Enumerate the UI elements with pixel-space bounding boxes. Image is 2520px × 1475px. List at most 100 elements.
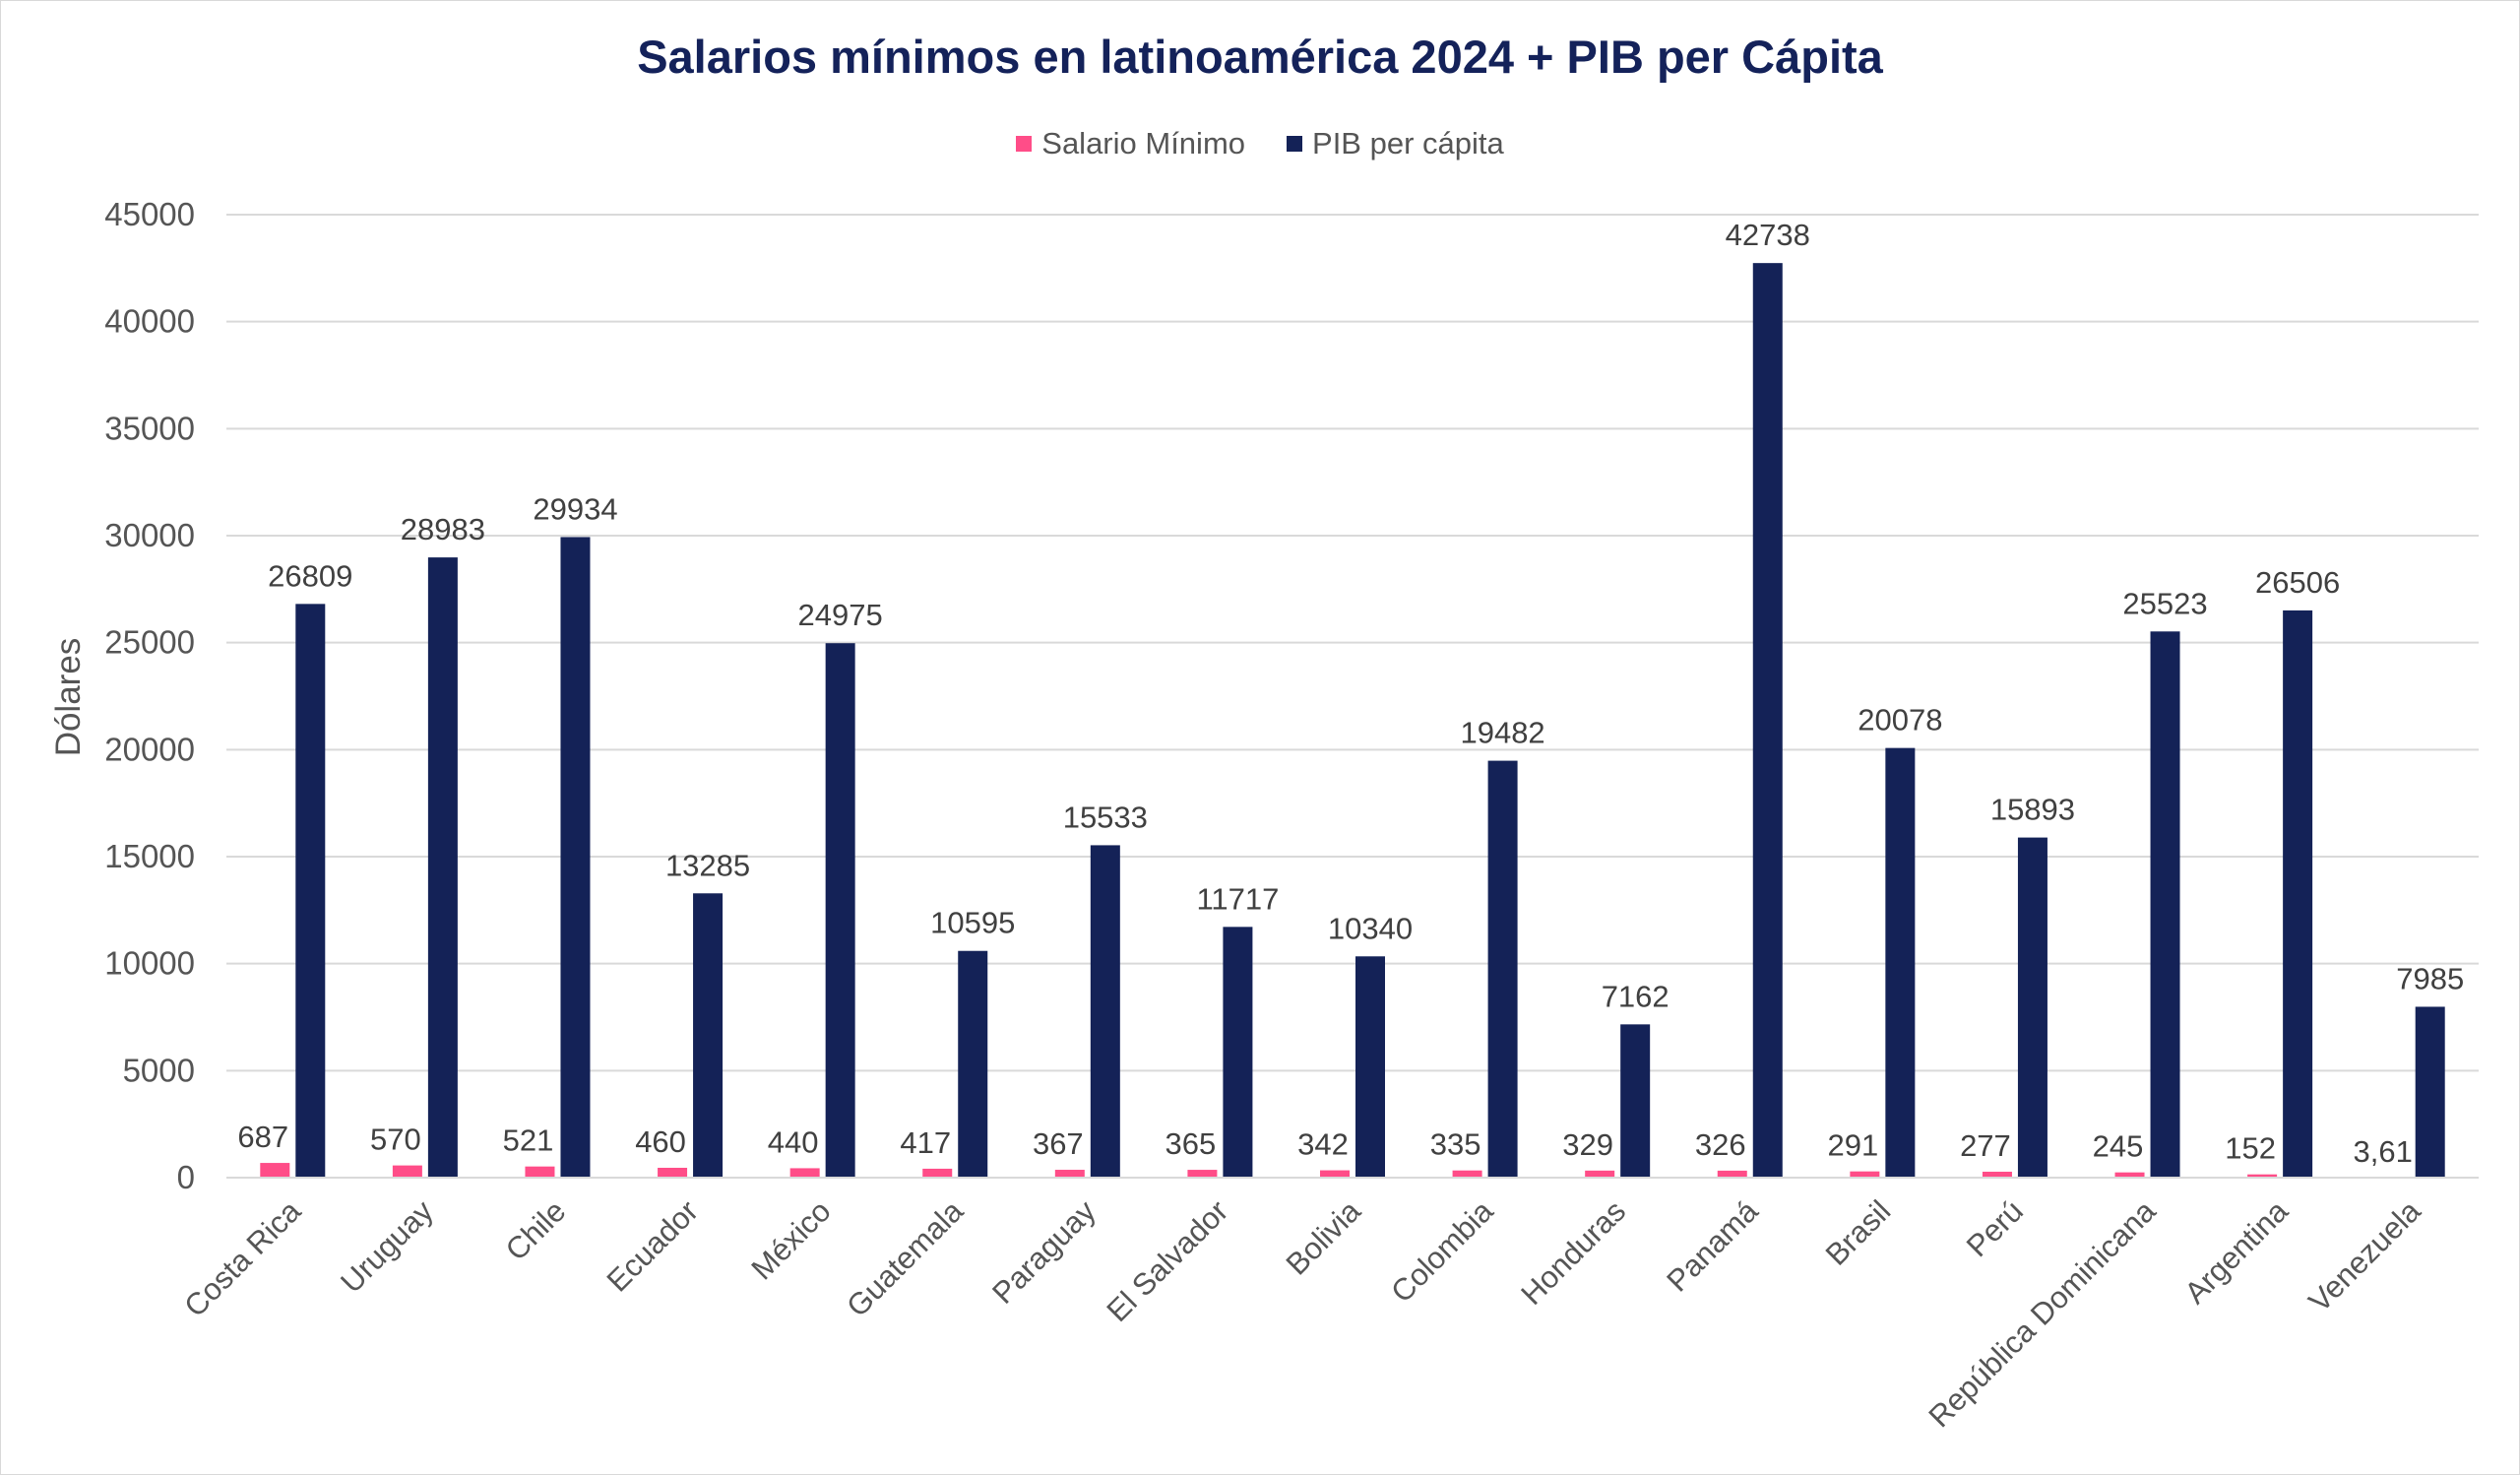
data-label-minimum-wage: 687: [237, 1120, 288, 1154]
bar-gdp-per-capita[interactable]: [1620, 1024, 1651, 1178]
legend-swatch-minimum-wage: [1016, 136, 1033, 152]
data-label-gdp-per-capita: 15893: [1990, 793, 2075, 827]
data-label-minimum-wage: 367: [1033, 1126, 1084, 1161]
legend-item-minimum-wage[interactable]: Salario Mínimo: [1016, 126, 1245, 161]
y-tick-label: 25000: [104, 624, 195, 661]
x-tick-label: El Salvador: [1101, 1193, 1235, 1328]
y-tick-label: 35000: [104, 410, 195, 446]
data-label-gdp-per-capita: 11717: [1196, 881, 1279, 916]
bar-gdp-per-capita[interactable]: [2283, 609, 2313, 1178]
bar-gdp-per-capita[interactable]: [1223, 927, 1253, 1178]
y-tick-label: 45000: [104, 196, 195, 232]
bar-minimum-wage[interactable]: [922, 1168, 953, 1178]
y-tick-label: 0: [177, 1159, 195, 1195]
x-tick-label: Bolivia: [1280, 1193, 1368, 1282]
x-tick-label: Guatemala: [840, 1193, 971, 1324]
x-tick-label: República Dominicana: [1922, 1193, 2163, 1435]
bar-minimum-wage[interactable]: [1717, 1170, 1747, 1178]
data-label-gdp-per-capita: 20078: [1858, 703, 1942, 738]
data-label-gdp-per-capita: 10595: [930, 906, 1015, 940]
data-label-minimum-wage: 291: [1827, 1128, 1878, 1163]
x-tick-label: Brasil: [1819, 1193, 1898, 1272]
bar-gdp-per-capita[interactable]: [1885, 747, 1916, 1178]
data-label-gdp-per-capita: 7985: [2396, 961, 2464, 995]
x-tick-label: Colombia: [1384, 1193, 1500, 1310]
x-tick-label: Uruguay: [334, 1193, 440, 1300]
data-label-gdp-per-capita: 7162: [1602, 979, 1670, 1013]
data-label-minimum-wage: 152: [2225, 1131, 2276, 1166]
bar-gdp-per-capita[interactable]: [2415, 1006, 2445, 1178]
data-label-minimum-wage: 326: [1695, 1127, 1746, 1162]
data-label-gdp-per-capita: 42738: [1726, 218, 1810, 252]
data-label-minimum-wage: 521: [503, 1123, 554, 1158]
bar-minimum-wage[interactable]: [2114, 1172, 2145, 1178]
data-label-minimum-wage: 417: [900, 1125, 951, 1160]
bar-gdp-per-capita[interactable]: [560, 537, 591, 1178]
data-label-minimum-wage: 460: [635, 1124, 686, 1159]
data-label-minimum-wage: 245: [2093, 1129, 2144, 1164]
data-label-gdp-per-capita: 26809: [268, 558, 352, 593]
bar-gdp-per-capita[interactable]: [1090, 845, 1120, 1178]
bar-gdp-per-capita[interactable]: [825, 643, 855, 1178]
data-label-minimum-wage: 3,61: [2354, 1134, 2413, 1169]
bar-gdp-per-capita[interactable]: [427, 557, 458, 1178]
bar-minimum-wage[interactable]: [1452, 1170, 1482, 1178]
x-tick-label: Perú: [1960, 1193, 2030, 1263]
bar-minimum-wage[interactable]: [260, 1163, 290, 1178]
y-tick-label: 40000: [104, 303, 195, 340]
data-label-minimum-wage: 277: [1960, 1128, 2011, 1163]
legend-swatch-gdp-per-capita: [1287, 136, 1303, 152]
x-tick-label: Paraguay: [985, 1193, 1102, 1311]
data-label-gdp-per-capita: 28983: [401, 512, 485, 546]
data-label-minimum-wage: 329: [1562, 1127, 1613, 1162]
bar-gdp-per-capita[interactable]: [1487, 760, 1518, 1178]
y-tick-label: 10000: [104, 945, 195, 982]
x-tick-label: Honduras: [1514, 1193, 1632, 1312]
legend-item-gdp-per-capita[interactable]: PIB per cápita: [1287, 126, 1504, 161]
data-label-gdp-per-capita: 13285: [665, 848, 750, 882]
x-tick-label: Costa Rica: [177, 1193, 307, 1323]
bar-minimum-wage[interactable]: [1850, 1171, 1880, 1178]
bar-gdp-per-capita[interactable]: [1355, 956, 1385, 1178]
x-tick-label: Panamá: [1660, 1193, 1765, 1299]
data-label-gdp-per-capita: 24975: [798, 598, 883, 632]
y-tick-label: 30000: [104, 517, 195, 553]
bar-minimum-wage[interactable]: [1982, 1171, 2012, 1178]
x-tick-label: Argentina: [2177, 1193, 2295, 1311]
chart-title: Salarios mínimos en latinoamérica 2024 +…: [637, 31, 1883, 83]
x-tick-label: Venezuela: [2302, 1193, 2428, 1319]
bar-minimum-wage[interactable]: [658, 1168, 688, 1178]
bar-gdp-per-capita[interactable]: [693, 893, 724, 1178]
y-tick-label: 5000: [123, 1052, 195, 1088]
data-label-gdp-per-capita: 15533: [1063, 800, 1148, 834]
x-tick-label: Chile: [499, 1193, 573, 1267]
y-tick-label: 15000: [104, 838, 195, 874]
y-tick-label: 20000: [104, 731, 195, 767]
bar-gdp-per-capita[interactable]: [2150, 631, 2180, 1178]
bar-minimum-wage[interactable]: [789, 1168, 820, 1178]
data-label-minimum-wage: 335: [1430, 1127, 1481, 1162]
legend-label-gdp-per-capita: PIB per cápita: [1312, 126, 1504, 160]
x-tick-label: México: [744, 1193, 837, 1286]
bar-minimum-wage[interactable]: [2247, 1174, 2278, 1178]
data-label-gdp-per-capita: 10340: [1328, 911, 1413, 945]
bar-minimum-wage[interactable]: [392, 1165, 422, 1178]
bar-gdp-per-capita[interactable]: [1752, 263, 1783, 1179]
bar-gdp-per-capita[interactable]: [958, 950, 988, 1178]
bar-minimum-wage[interactable]: [1054, 1170, 1085, 1178]
data-label-minimum-wage: 570: [370, 1122, 421, 1157]
legend-label-minimum-wage: Salario Mínimo: [1041, 126, 1246, 160]
bar-minimum-wage[interactable]: [1187, 1170, 1218, 1178]
data-label-minimum-wage: 342: [1297, 1127, 1349, 1162]
bar-minimum-wage[interactable]: [525, 1166, 555, 1178]
x-tick-label: Ecuador: [600, 1193, 705, 1298]
data-label-minimum-wage: 440: [768, 1124, 819, 1159]
bar-minimum-wage[interactable]: [1320, 1170, 1350, 1178]
bar-minimum-wage[interactable]: [1585, 1170, 1615, 1178]
data-label-gdp-per-capita: 26506: [2255, 565, 2340, 600]
data-label-gdp-per-capita: 19482: [1460, 716, 1544, 750]
bar-gdp-per-capita[interactable]: [2017, 837, 2048, 1178]
bar-gdp-per-capita[interactable]: [295, 604, 326, 1178]
